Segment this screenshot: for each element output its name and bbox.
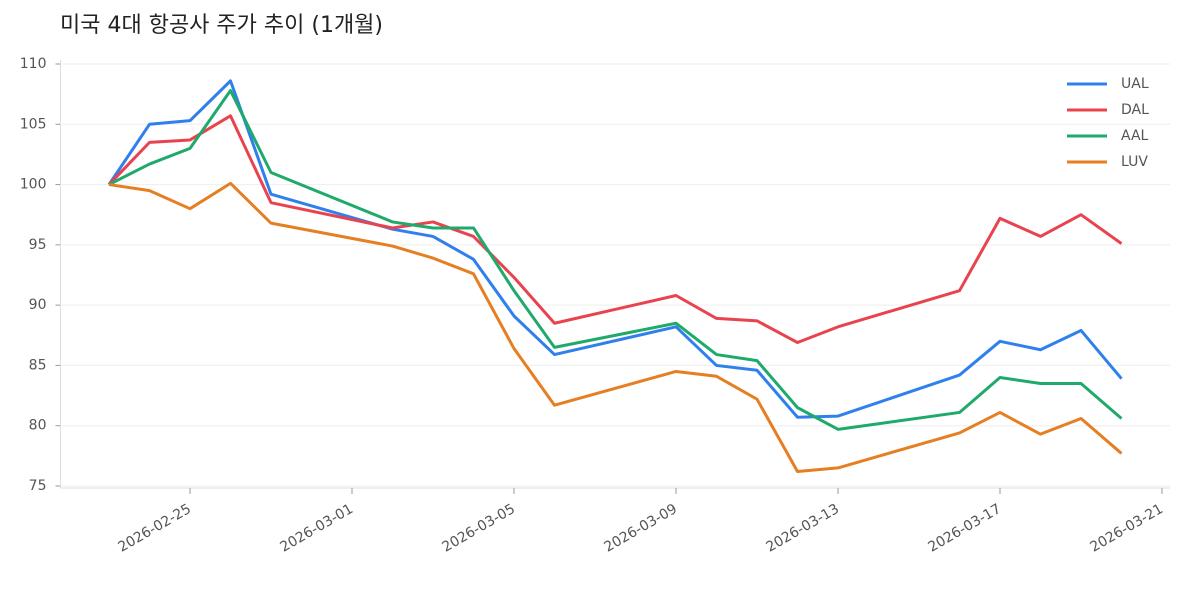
y-tick-label: 90 bbox=[29, 297, 47, 313]
x-tick-label: 2026-02-25 bbox=[116, 501, 194, 556]
y-tick-label: 80 bbox=[29, 418, 47, 434]
legend-label: AAL bbox=[1121, 128, 1149, 144]
y-tick-label: 110 bbox=[20, 56, 47, 72]
series-line bbox=[108, 181, 1123, 474]
y-tick-label: 100 bbox=[20, 177, 47, 193]
series-line bbox=[107, 114, 1123, 345]
y-tick-label: 105 bbox=[20, 116, 47, 132]
x-tick-label: 2026-03-01 bbox=[278, 501, 356, 556]
series-line bbox=[107, 79, 1123, 419]
legend-label: UAL bbox=[1121, 76, 1149, 92]
legend-label: LUV bbox=[1121, 154, 1148, 170]
y-tick-label: 95 bbox=[29, 237, 47, 253]
x-tick-label: 2026-03-17 bbox=[926, 501, 1004, 556]
y-tick-label: 75 bbox=[29, 478, 47, 494]
x-tick-label: 2026-03-21 bbox=[1088, 501, 1166, 556]
x-tick-label: 2026-03-05 bbox=[440, 501, 518, 556]
x-tick-label: 2026-03-09 bbox=[602, 501, 680, 556]
chart-title: 미국 4대 항공사 주가 추이 (1개월) bbox=[60, 13, 383, 38]
series-line bbox=[108, 89, 1123, 431]
x-tick-label: 2026-03-13 bbox=[764, 501, 842, 556]
legend-label: DAL bbox=[1121, 102, 1149, 118]
y-tick-label: 85 bbox=[29, 357, 47, 373]
